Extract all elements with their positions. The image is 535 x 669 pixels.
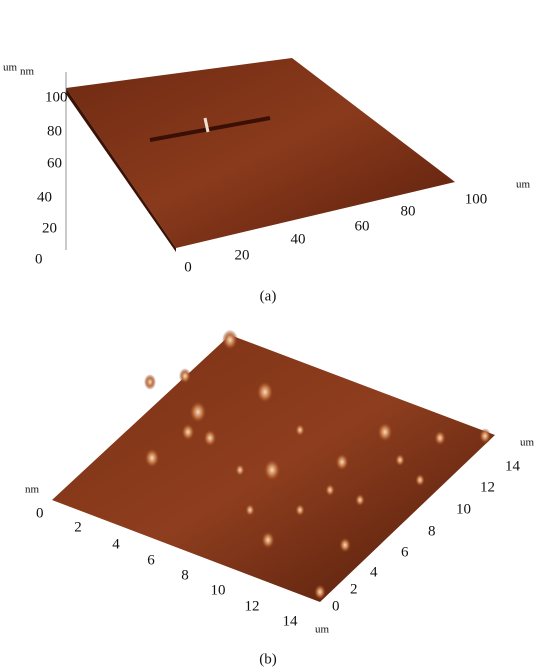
- label: nm: [25, 484, 40, 496]
- bump: [295, 504, 305, 517]
- label: 12: [480, 479, 495, 495]
- label: 100: [465, 191, 488, 207]
- figure: umnm100806040200020406080100um(a)nm02468…: [0, 0, 535, 669]
- bump: [434, 430, 446, 446]
- label: 6: [401, 544, 409, 560]
- label: 60: [355, 218, 370, 234]
- label: 20: [235, 247, 250, 263]
- label: (b): [259, 651, 277, 667]
- label: 6: [147, 552, 155, 568]
- label: 2: [350, 581, 358, 597]
- bump: [144, 448, 160, 469]
- label: 14: [283, 613, 299, 629]
- label: 4: [370, 564, 378, 580]
- label: 10: [211, 582, 226, 598]
- bump: [256, 380, 274, 403]
- label: 40: [291, 231, 306, 247]
- label: (a): [260, 288, 277, 304]
- label: 80: [401, 203, 416, 219]
- label: 100: [45, 89, 68, 105]
- label: 14: [505, 458, 521, 474]
- bump: [479, 428, 491, 444]
- label: 12: [245, 598, 260, 614]
- bump: [335, 453, 349, 471]
- label: 8: [428, 523, 436, 539]
- bump: [377, 422, 393, 443]
- bump: [261, 531, 275, 549]
- bump: [314, 584, 326, 600]
- bump: [415, 474, 425, 487]
- label: nm: [20, 66, 35, 78]
- label: 4: [112, 536, 120, 552]
- bump: [179, 368, 191, 384]
- label: 0: [332, 598, 340, 614]
- bump: [235, 464, 245, 477]
- label: um: [3, 62, 18, 74]
- label: um: [520, 437, 535, 449]
- bump: [263, 458, 281, 481]
- bump: [325, 484, 335, 497]
- label: um: [315, 624, 330, 636]
- bump: [245, 504, 255, 517]
- label: 80: [47, 123, 62, 139]
- bump: [395, 454, 405, 467]
- bump: [222, 330, 238, 351]
- label: 10: [456, 501, 471, 517]
- bump: [181, 423, 195, 441]
- bump: [144, 374, 156, 390]
- bump: [203, 429, 217, 447]
- label: 60: [47, 155, 62, 171]
- bump: [355, 494, 365, 507]
- label: 8: [181, 567, 189, 583]
- label: 0: [36, 505, 44, 521]
- label: 20: [42, 220, 57, 236]
- bump: [189, 400, 207, 423]
- label: 40: [37, 189, 52, 205]
- bump: [339, 537, 351, 553]
- label: 2: [74, 519, 82, 535]
- label: 0: [35, 251, 43, 267]
- surface-a: [66, 58, 455, 248]
- label: 0: [184, 259, 192, 275]
- label: um: [516, 179, 531, 191]
- bump: [295, 424, 305, 437]
